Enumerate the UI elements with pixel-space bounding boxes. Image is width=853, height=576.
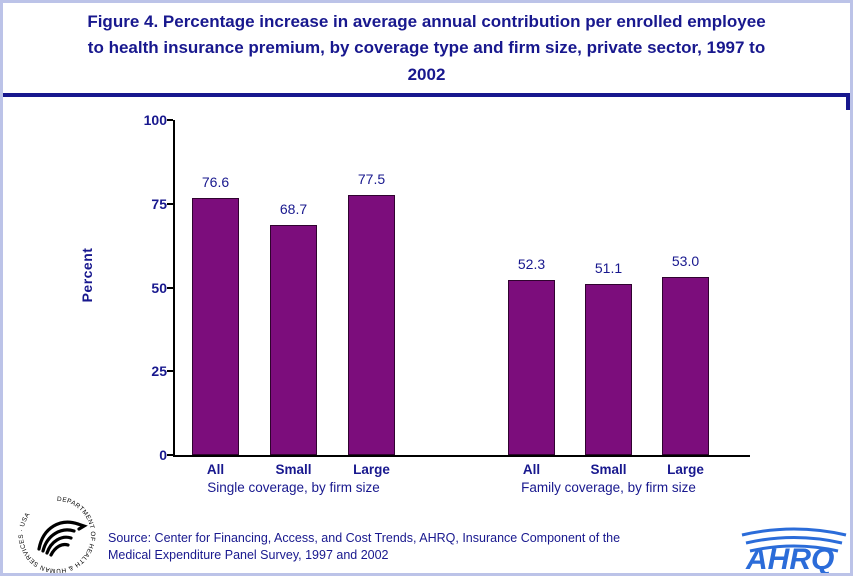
group-label: Single coverage, by firm size xyxy=(207,480,380,495)
title-divider-end xyxy=(846,93,850,110)
category-label: All xyxy=(206,462,225,477)
bar-value-label: 51.1 xyxy=(594,259,623,276)
category-label: All xyxy=(522,462,541,477)
y-axis-title: Percent xyxy=(79,247,95,303)
bar-value-label: 53.0 xyxy=(671,253,700,270)
hhs-logo: DEPARTMENT OF HEALTH & HUMAN SERVICES · … xyxy=(18,496,96,574)
category-label: Large xyxy=(667,462,704,477)
y-tick-mark xyxy=(167,119,173,121)
category-label: Small xyxy=(590,462,627,477)
title-divider xyxy=(3,93,850,97)
svg-text:DEPARTMENT OF HEALTH & HUMAN S: DEPARTMENT OF HEALTH & HUMAN SERVICES · … xyxy=(18,496,96,574)
bar-all-single xyxy=(192,198,239,455)
figure-title: Figure 4. Percentage increase in average… xyxy=(87,12,766,84)
y-tick-label: 0 xyxy=(159,447,167,463)
ahrq-logo: AHRQ xyxy=(741,527,847,575)
hhs-logo-circular-text: DEPARTMENT OF HEALTH & HUMAN SERVICES · … xyxy=(18,496,96,573)
source-line-2: Medical Expenditure Panel Survey, 1997 a… xyxy=(108,547,389,562)
source-text: Source: Center for Financing, Access, an… xyxy=(108,530,620,564)
hhs-eagle-icon xyxy=(37,520,88,557)
bar-value-label: 68.7 xyxy=(279,200,308,217)
bar-small-family xyxy=(585,283,632,455)
category-label: Small xyxy=(275,462,312,477)
bar-value-label: 76.6 xyxy=(201,174,230,191)
y-tick-mark xyxy=(167,370,173,373)
bar-large-family xyxy=(662,277,709,455)
ahrq-logo-text: AHRQ xyxy=(745,543,834,575)
bar-value-label: 52.3 xyxy=(517,255,546,272)
source-line-1: Source: Center for Financing, Access, an… xyxy=(108,531,621,545)
y-tick-label: 50 xyxy=(151,279,167,296)
y-tick-label: 100 xyxy=(143,112,167,128)
y-tick-label: 25 xyxy=(151,363,167,380)
group-label: Family coverage, by firm size xyxy=(521,480,696,495)
ahrq-logo-lines xyxy=(741,527,847,553)
bar-large-single xyxy=(348,195,395,455)
plot-area: 0 25 50 75 100 76.6 All 68.7 Small 77.5 Large Singl… xyxy=(144,112,750,495)
y-tick-mark xyxy=(167,454,173,456)
y-tick-mark xyxy=(167,286,173,289)
bar-small-single xyxy=(270,224,317,455)
y-tick-mark xyxy=(167,202,173,205)
bar-value-label: 77.5 xyxy=(357,171,386,188)
y-tick-label: 75 xyxy=(151,195,167,212)
category-label: Large xyxy=(353,462,390,477)
bar-all-family xyxy=(508,279,555,455)
